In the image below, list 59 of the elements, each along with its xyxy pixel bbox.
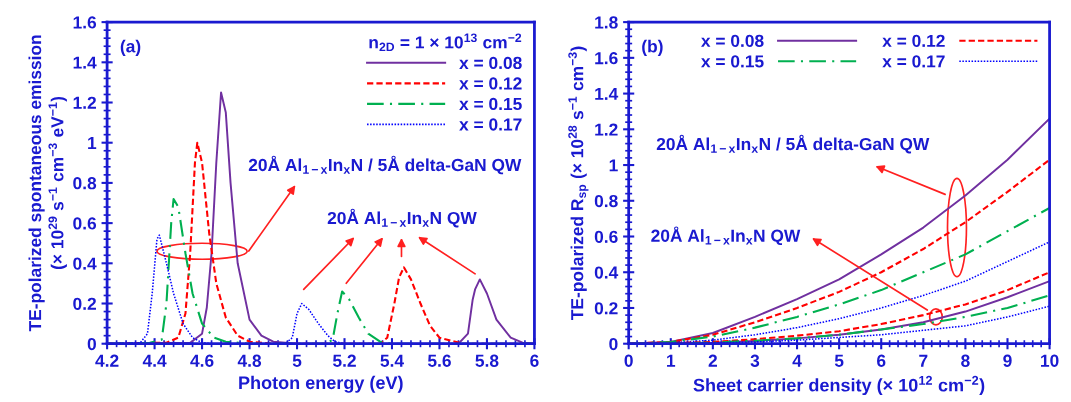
x-tick-label: 6 — [530, 354, 539, 367]
y-tick-label: 0.8 — [594, 194, 618, 208]
x-tick-label: 8 — [961, 354, 970, 367]
y-tick-label: 1.6 — [73, 16, 97, 29]
annotation: (b) — [642, 39, 663, 56]
x-axis-title: Photon energy (eV) — [239, 375, 403, 393]
legend-label: x = 0.15 — [459, 97, 522, 111]
annotation: 20Å Al$_{1−x}$In$_{x}$N / 5Å delta-GaN QW — [248, 155, 522, 175]
annotation: 20Å Al$_{1−x}$In$_{x}$N QW — [651, 226, 801, 246]
x-tick-label: 1 — [667, 354, 676, 367]
y-tick-label: 0 — [609, 337, 618, 351]
x-tick-label: 9 — [1003, 354, 1012, 367]
y-tick-label: 1.8 — [595, 16, 618, 29]
x-axis-title: Sheet carrier density (× 10$^{12}$ cm$^{−2}$) — [693, 375, 985, 396]
x-tick-label: 7 — [919, 354, 928, 367]
legend-label: x = 0.08 — [459, 56, 522, 70]
y-tick-label: 0.2 — [594, 302, 618, 315]
annotation: 20Å Al$_{1−x}$In$_{x}$N QW — [327, 208, 477, 228]
y-tick-label: 1 — [609, 159, 618, 172]
x-tick-label: 0 — [624, 354, 633, 367]
x-tick-label: 3 — [750, 354, 760, 367]
x-tick-label: 5.8 — [475, 354, 499, 367]
text: TE-polarized spontaneous emission (× 10$^{29}$ s$^{−1}$ cm$^{−3}$ eV$^{−1}$) — [28, 35, 67, 332]
y-tick-label: 1.2 — [73, 96, 96, 109]
x-tick-label: 4 — [792, 354, 802, 367]
text: TE-polarized R$_{sp}$ (× 10$^{28}$ s$^{−1}$ cm$^{−3}$) — [568, 46, 589, 320]
y-tick-label: 0.4 — [594, 266, 619, 279]
legend-label: x = 0.08 — [701, 34, 764, 48]
legend-label: x = 0.17 — [459, 118, 522, 131]
y-tick-label: 0 — [87, 337, 96, 351]
x-tick-label: 5 — [834, 354, 844, 367]
x-tick-label: 4.6 — [190, 354, 214, 367]
y-tick-label: 0.6 — [73, 217, 97, 230]
annotation: (a) — [120, 39, 141, 56]
x-tick-label: 2 — [708, 354, 717, 367]
y-tick-label: 1 — [88, 137, 97, 149]
x-tick-label: 5 — [292, 354, 302, 367]
y-tick-label: 0.6 — [594, 230, 618, 243]
y-tick-label: 0.4 — [73, 257, 97, 270]
x-tick-label: 4.4 — [142, 354, 167, 367]
x-tick-label: 4.2 — [95, 354, 119, 367]
annotation: 20Å Al$_{1−x}$In$_{x}$N / 5Å delta-GaN QW — [656, 134, 930, 154]
y-tick-label: 0.2 — [73, 297, 96, 310]
x-tick-label: 5.4 — [380, 354, 404, 367]
y-tick-label: 0.8 — [73, 177, 97, 190]
y-tick-label: 1.6 — [595, 52, 618, 65]
y-tick-label: 1.4 — [73, 56, 97, 69]
legend-label: x = 0.15 — [701, 55, 764, 68]
x-tick-label: 4.8 — [237, 354, 262, 367]
x-tick-label: 5.6 — [427, 354, 451, 367]
y-tick-label: 1.4 — [595, 87, 619, 100]
x-tick-label: 6 — [877, 354, 886, 367]
x-tick-label: 10 — [1041, 354, 1059, 367]
y-tick-label: 1.2 — [595, 123, 618, 136]
legend-title: n$_{2D}$ = 1 × 10$^{13}$ cm$^{−2}$ — [369, 33, 522, 52]
legend-label: x = 0.12 — [459, 77, 522, 90]
x-tick-label: 5.2 — [332, 354, 356, 367]
legend-label: x = 0.12 — [882, 34, 945, 48]
legend-label: x = 0.17 — [882, 55, 945, 68]
